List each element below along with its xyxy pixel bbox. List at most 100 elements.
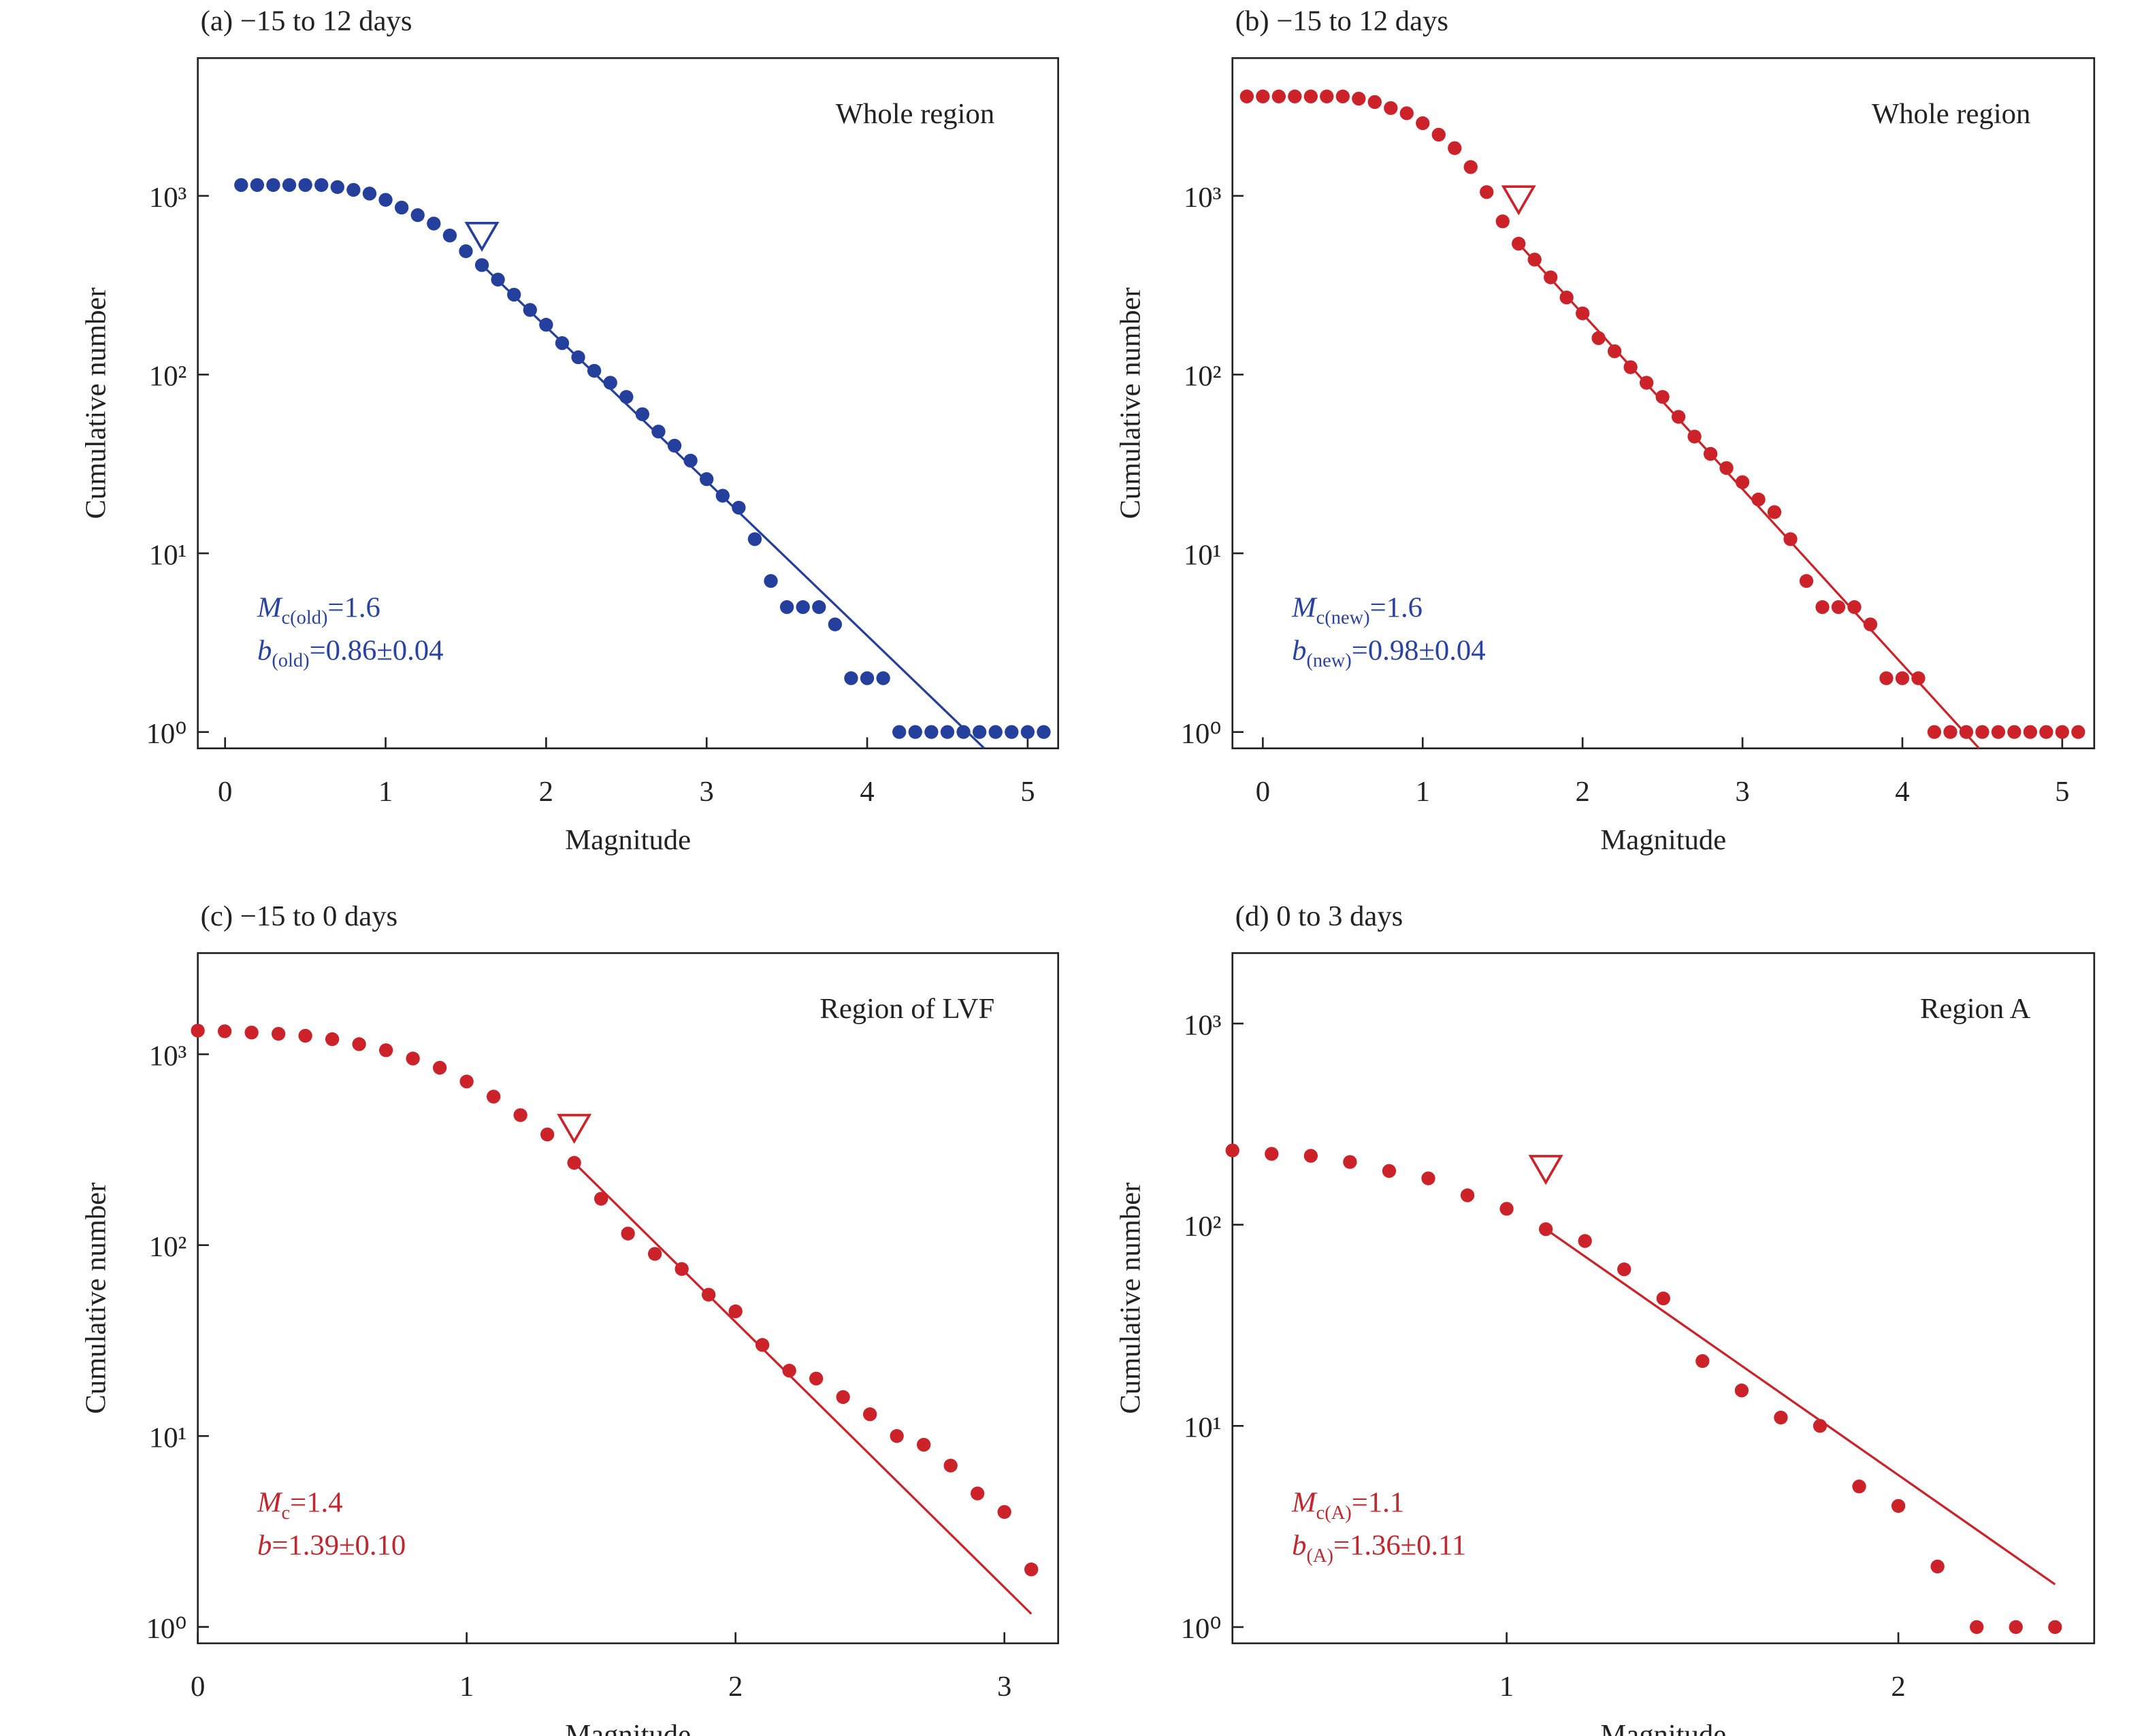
data-point xyxy=(2039,725,2053,739)
x-tick-label: 2 xyxy=(539,776,553,808)
region-label: Region A xyxy=(1920,993,2031,1025)
data-point xyxy=(2055,725,2070,739)
data-point xyxy=(2007,725,2021,739)
plot-frame xyxy=(197,952,1059,1645)
data-point xyxy=(1578,1234,1592,1248)
y-tick-label: 10³ xyxy=(1184,1009,1221,1041)
data-point xyxy=(540,1127,555,1142)
data-point xyxy=(244,1026,259,1040)
data-point xyxy=(1911,671,1926,685)
data-point xyxy=(1576,306,1590,321)
data-point xyxy=(234,178,248,193)
data-point xyxy=(1239,89,1254,103)
data-point xyxy=(1687,429,1702,444)
annotation-symbol: M xyxy=(1291,592,1318,624)
data-point xyxy=(378,1043,393,1058)
data-point xyxy=(1695,1354,1710,1369)
data-point xyxy=(1799,574,1814,588)
data-point xyxy=(1020,725,1035,739)
x-axis-label: Magnitude xyxy=(565,1719,691,1736)
data-point xyxy=(282,178,297,193)
data-point xyxy=(1343,1155,1357,1169)
x-tick-label: 1 xyxy=(1499,1671,1514,1703)
data-point xyxy=(779,600,794,615)
data-point xyxy=(571,350,585,365)
annotation: b=1.39±0.10 xyxy=(257,1530,406,1562)
data-point xyxy=(298,1028,312,1043)
data-point xyxy=(271,1026,286,1041)
annotation-text: =0.86±0.04 xyxy=(310,635,444,667)
data-point xyxy=(1735,475,1750,489)
data-point xyxy=(876,671,890,685)
fit-line xyxy=(573,1162,1033,1615)
data-point xyxy=(1005,725,1019,739)
x-tick-label: 5 xyxy=(1020,776,1035,808)
data-point xyxy=(1655,390,1670,404)
data-point xyxy=(1813,1419,1828,1433)
data-point xyxy=(1774,1410,1788,1425)
data-point xyxy=(491,272,505,287)
data-point xyxy=(1480,185,1494,199)
data-point xyxy=(1927,725,1942,739)
data-point xyxy=(1591,331,1606,345)
data-point xyxy=(1320,89,1334,103)
x-tick-label: 0 xyxy=(218,776,232,808)
data-point xyxy=(442,228,457,243)
data-point xyxy=(523,303,537,317)
data-point xyxy=(603,376,617,390)
y-tick-label: 10⁰ xyxy=(1181,1613,1222,1645)
annotation-symbol: b xyxy=(257,635,272,667)
y-tick-label: 10¹ xyxy=(1184,539,1221,571)
data-point xyxy=(844,671,858,685)
data-point xyxy=(1930,1559,1945,1574)
data-point xyxy=(567,1156,581,1170)
data-point xyxy=(988,725,1003,739)
panel: (c) −15 to 0 days 0 1 2 3 10⁰ 10¹ 10² 10³ Magnitu… xyxy=(80,900,1059,1736)
data-point xyxy=(997,1505,1011,1519)
y-tick-label: 10¹ xyxy=(149,539,186,571)
y-tick-label: 10² xyxy=(1184,361,1221,393)
annotation-subscript: (new) xyxy=(1306,651,1351,672)
data-point xyxy=(924,725,939,739)
x-axis-label: Magnitude xyxy=(565,824,691,856)
y-tick-label: 10² xyxy=(149,1231,186,1263)
annotation-text: =1.1 xyxy=(1352,1487,1404,1519)
data-point xyxy=(1975,725,1989,739)
data-point xyxy=(956,725,971,739)
data-point xyxy=(1959,725,1974,739)
annotation: Mc(old)=1.6 xyxy=(257,592,380,629)
data-point xyxy=(1719,461,1734,475)
mc-marker xyxy=(1528,1155,1563,1185)
data-point xyxy=(1607,344,1622,359)
data-point xyxy=(908,725,922,739)
data-point xyxy=(1703,446,1718,461)
data-point xyxy=(651,424,666,439)
mc-marker xyxy=(557,1113,592,1144)
data-point xyxy=(1499,1202,1514,1216)
y-tick-label: 10⁰ xyxy=(146,1613,187,1645)
x-tick-label: 1 xyxy=(459,1671,474,1703)
data-point xyxy=(1421,1171,1435,1185)
annotation-subscript: (A) xyxy=(1306,1545,1333,1567)
x-tick-label: 1 xyxy=(1416,776,1430,808)
data-point xyxy=(1852,1479,1866,1494)
data-point xyxy=(1431,127,1446,142)
data-point xyxy=(1891,1498,1906,1513)
annotation: b(A)=1.36±0.11 xyxy=(1292,1530,1466,1567)
annotation: b(old)=0.86±0.04 xyxy=(257,635,443,672)
annotation-text: =1.6 xyxy=(327,592,380,624)
panel-title: (d) 0 to 3 days xyxy=(1235,900,1403,932)
data-point xyxy=(427,216,441,231)
fit-line xyxy=(1545,1228,2056,1586)
data-point xyxy=(1751,492,1766,507)
data-point xyxy=(1256,89,1270,103)
x-tick-label: 0 xyxy=(1256,776,1270,808)
annotation-subscript: c(A) xyxy=(1316,1503,1352,1524)
data-point xyxy=(1991,725,2006,739)
y-tick-label: 10² xyxy=(1184,1211,1221,1243)
data-point xyxy=(917,1437,931,1452)
panel-title: (b) −15 to 12 days xyxy=(1235,5,1448,37)
y-axis-label: Cumulative number xyxy=(80,1183,112,1414)
data-point xyxy=(1024,1562,1039,1577)
data-point xyxy=(1382,1164,1397,1178)
